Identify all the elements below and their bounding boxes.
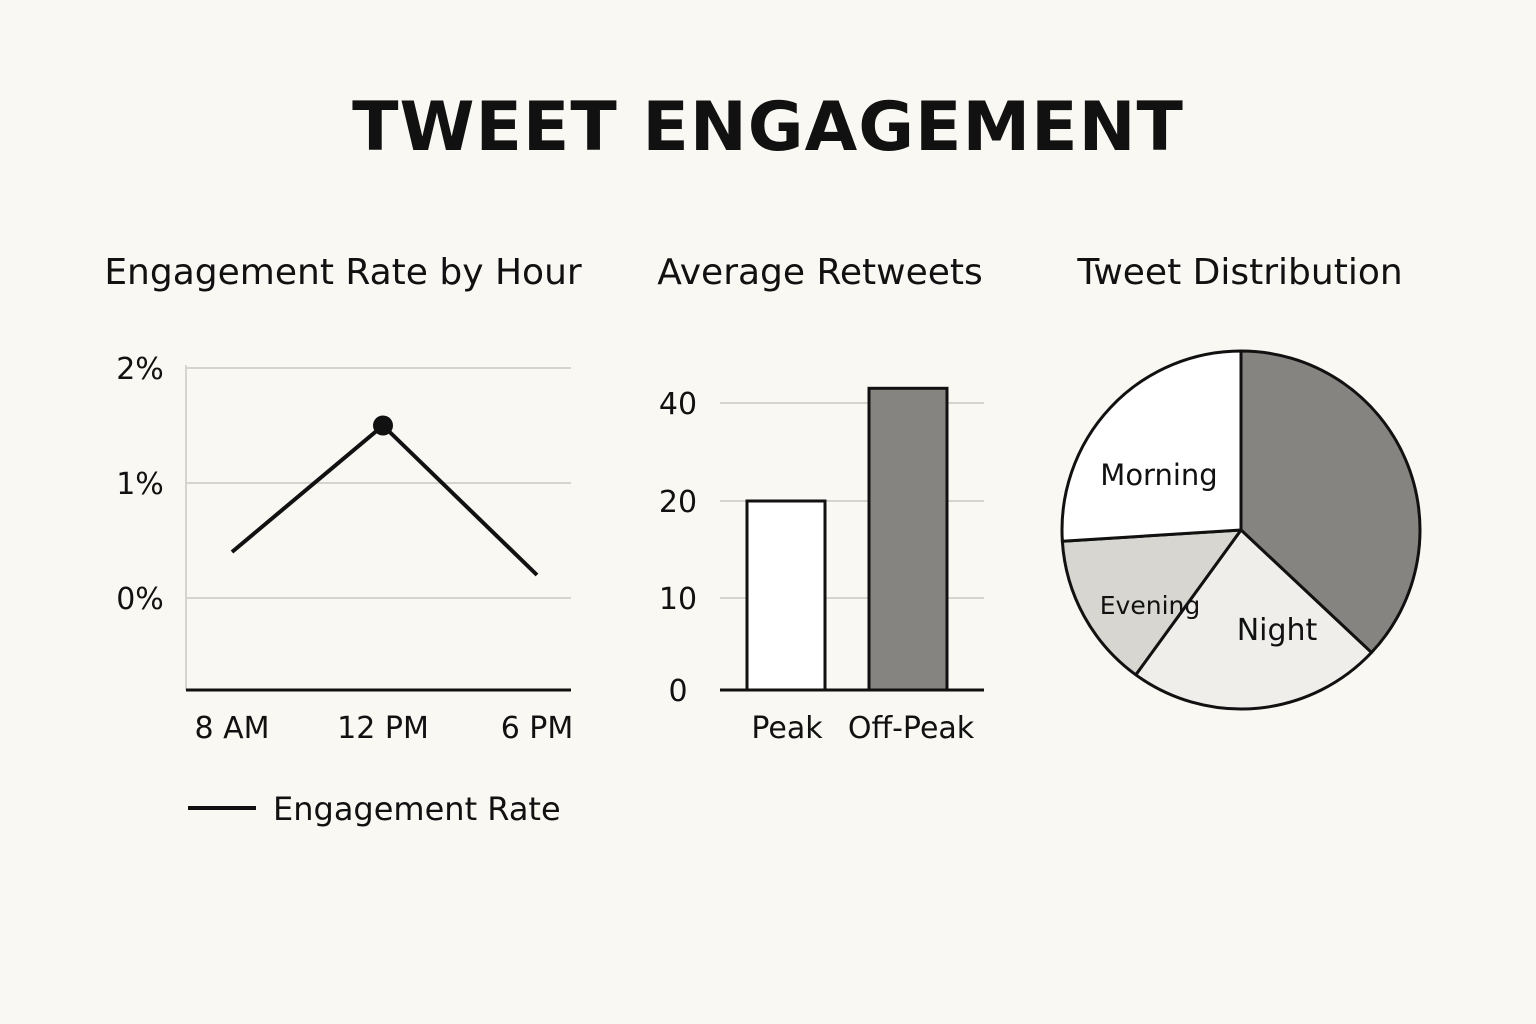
pie-chart-slices	[1060, 349, 1422, 711]
bar-peak	[745, 499, 827, 692]
line-x-tick-label: 12 PM	[337, 711, 429, 746]
line-chart-y-ticks: 0% 1% 2%	[116, 352, 164, 617]
pie-chart-title: Tweet Distribution	[1076, 252, 1402, 293]
bar-y-tick-label: 0	[668, 674, 687, 709]
peak-point-marker	[373, 415, 393, 436]
pie-slice-unlabeled	[1239, 349, 1422, 655]
line-chart-gridlines	[186, 367, 571, 599]
pie-label-morning: Morning	[1100, 458, 1217, 492]
engagement-rate-line	[230, 423, 539, 577]
bar-chart-y-ticks: 0 10 20 40	[659, 387, 697, 709]
pie-slice-evening	[1060, 528, 1243, 677]
pie-chart: Tweet Distribution Night Evening Morning	[1060, 252, 1422, 711]
line-chart-title: Engagement Rate by Hour	[104, 252, 582, 293]
line-chart-x-ticks: 8 AM 12 PM 6 PM	[194, 711, 573, 746]
pie-label-night: Night	[1237, 613, 1318, 648]
bar-x-tick-label: Peak	[751, 711, 823, 746]
line-y-tick-label: 0%	[116, 582, 164, 617]
bar-chart-title: Average Retweets	[657, 252, 983, 293]
line-x-tick-label: 8 AM	[194, 711, 269, 746]
pie-chart-labels: Night Evening Morning	[1100, 458, 1318, 648]
bar-off-peak	[867, 386, 949, 692]
bar-y-tick-label: 40	[659, 387, 697, 422]
line-y-tick-label: 2%	[116, 352, 164, 387]
line-chart-series	[230, 415, 539, 577]
line-y-tick-label: 1%	[116, 467, 164, 502]
pie-slice-night	[1134, 528, 1373, 711]
bar-y-tick-label: 20	[659, 485, 697, 520]
bar-y-tick-label: 10	[659, 582, 697, 617]
bar-chart: Average Retweets 0 10 20 40 Peak Off-Peak	[657, 252, 984, 746]
bar-chart-bars	[745, 386, 949, 692]
pie-label-evening: Evening	[1100, 591, 1200, 620]
legend-label: Engagement Rate	[273, 790, 561, 828]
main-title: TWEET ENGAGEMENT	[352, 88, 1184, 167]
bar-x-tick-label: Off-Peak	[848, 711, 975, 746]
bar-chart-x-ticks: Peak Off-Peak	[751, 711, 974, 746]
pie-slice-morning	[1060, 349, 1243, 543]
line-x-tick-label: 6 PM	[501, 711, 574, 746]
line-chart-legend: Engagement Rate	[188, 790, 561, 828]
line-chart: Engagement Rate by Hour 0% 1% 2% 8 AM 12 PM…	[104, 252, 582, 828]
